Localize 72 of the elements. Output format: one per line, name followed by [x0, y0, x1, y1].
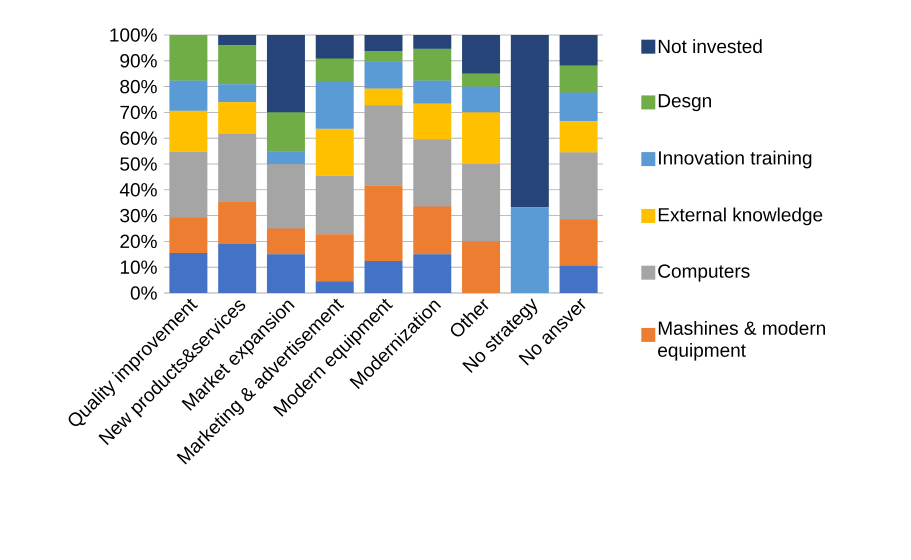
bar — [413, 80, 452, 104]
bar — [462, 241, 500, 293]
bar — [560, 34, 598, 66]
bar — [316, 58, 354, 82]
y-tick-label: 30% — [120, 208, 157, 222]
y-tick-label: 80% — [120, 80, 157, 94]
legend-label: Not invested — [658, 39, 762, 54]
bar — [218, 244, 256, 293]
bar — [462, 112, 500, 164]
bar — [316, 82, 354, 129]
bar — [218, 202, 256, 244]
bar — [316, 234, 354, 282]
bar — [169, 80, 208, 111]
bar — [413, 48, 452, 81]
bar — [266, 34, 305, 112]
bar — [218, 134, 256, 202]
bar — [462, 34, 500, 74]
y-tick-label: 60% — [120, 131, 157, 145]
legend-label: Desgn — [658, 94, 711, 112]
bar — [316, 128, 354, 176]
bar — [364, 34, 402, 51]
legend-label: Computers — [658, 264, 750, 282]
y-tick-label: 20% — [120, 234, 157, 248]
bar — [462, 164, 500, 242]
bar — [316, 176, 354, 234]
bar — [316, 34, 354, 58]
bar — [560, 66, 598, 93]
bar — [413, 139, 452, 207]
bar — [560, 121, 598, 152]
y-tick-label: 0% — [130, 286, 157, 300]
bar — [413, 254, 452, 293]
bar — [266, 228, 305, 254]
bar — [510, 207, 549, 293]
bar — [169, 34, 208, 81]
bar — [169, 152, 208, 218]
bar — [560, 92, 598, 122]
bar — [218, 45, 256, 84]
bar — [169, 110, 208, 152]
bar — [364, 186, 402, 261]
bar — [560, 266, 598, 293]
bar — [218, 34, 256, 46]
y-tick-label: 50% — [120, 157, 157, 171]
bar — [266, 164, 305, 228]
bar — [462, 74, 500, 87]
bar — [413, 104, 452, 140]
y-tick-label: 90% — [120, 54, 157, 68]
bar — [169, 252, 208, 293]
bar — [560, 219, 598, 266]
bar — [510, 34, 549, 208]
bar — [364, 88, 402, 106]
bar — [218, 84, 256, 102]
legend-label: External knowledge — [658, 208, 822, 226]
bar — [462, 86, 500, 112]
bar — [266, 112, 305, 152]
legend-label: Innovation training — [659, 150, 812, 168]
bar — [316, 281, 354, 293]
bar — [218, 102, 256, 134]
legend-label: Mashines & modern equipment — [658, 320, 825, 361]
bar — [364, 50, 402, 62]
y-tick-label: 100% — [110, 28, 157, 42]
bar — [364, 105, 402, 186]
y-tick-label: 70% — [120, 106, 157, 120]
y-tick-label: 40% — [120, 183, 157, 197]
y-tick-label: 10% — [120, 260, 157, 274]
bar — [364, 61, 402, 89]
bar — [560, 152, 598, 220]
bar — [266, 254, 305, 293]
bar — [413, 34, 452, 49]
bar — [413, 206, 452, 254]
bar — [169, 217, 208, 253]
bar — [364, 260, 402, 293]
bar — [266, 151, 305, 164]
